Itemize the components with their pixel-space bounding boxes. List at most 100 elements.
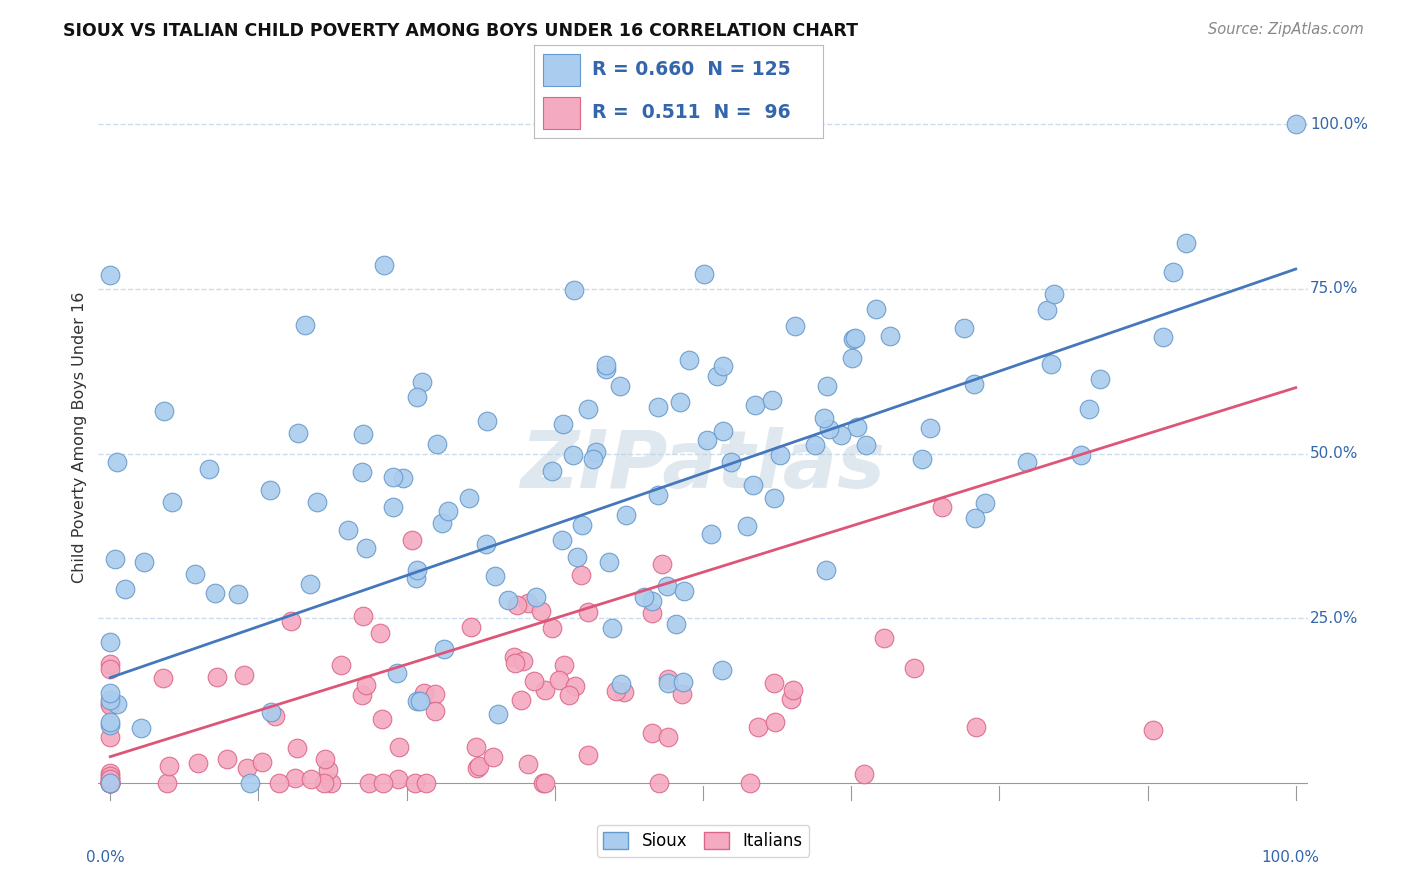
Point — [98, 730, 121, 744]
Point — [665, 616, 688, 631]
Bar — [543, 97, 581, 129]
Point — [98, 696, 121, 710]
Point — [204, 586, 226, 600]
Point — [457, 491, 479, 505]
Point — [804, 438, 827, 452]
Point — [387, 772, 409, 787]
Point — [426, 437, 449, 451]
Point — [741, 478, 763, 492]
Point — [350, 689, 373, 703]
Point — [780, 691, 803, 706]
Point — [613, 685, 636, 699]
Point — [1039, 357, 1062, 371]
Text: 25.0%: 25.0% — [1310, 611, 1358, 626]
Point — [368, 626, 391, 640]
Point — [413, 686, 436, 700]
Point — [541, 464, 564, 478]
Point — [841, 351, 863, 365]
Point — [228, 587, 250, 601]
Point — [567, 550, 589, 565]
Point — [818, 422, 841, 436]
Point — [671, 675, 693, 690]
Point — [523, 674, 546, 689]
Point — [285, 741, 308, 756]
Point — [616, 508, 638, 522]
Y-axis label: Child Poverty Among Boys Under 16: Child Poverty Among Boys Under 16 — [72, 292, 87, 582]
Text: SIOUX VS ITALIAN CHILD POVERTY AMONG BOYS UNDER 16 CORRELATION CHART: SIOUX VS ITALIAN CHILD POVERTY AMONG BOY… — [63, 22, 858, 40]
Point — [562, 284, 585, 298]
Point — [321, 776, 343, 790]
Text: ZIPatlas: ZIPatlas — [520, 427, 886, 506]
Point — [465, 761, 488, 775]
Point — [711, 424, 734, 438]
Point — [865, 302, 887, 317]
Point — [430, 516, 453, 530]
Text: 75.0%: 75.0% — [1310, 281, 1358, 296]
Point — [744, 398, 766, 412]
Point — [98, 772, 121, 786]
Point — [98, 776, 121, 790]
Point — [312, 776, 335, 790]
Point — [98, 776, 121, 790]
Point — [598, 555, 620, 569]
Point — [157, 759, 180, 773]
Point — [239, 776, 262, 790]
Point — [215, 752, 238, 766]
Legend: Sioux, Italians: Sioux, Italians — [596, 825, 810, 856]
Point — [602, 621, 624, 635]
Point — [953, 320, 976, 334]
Point — [314, 752, 336, 766]
Point — [107, 455, 129, 469]
Point — [576, 402, 599, 417]
Point — [232, 668, 254, 682]
Point — [98, 698, 121, 713]
Point — [782, 683, 804, 698]
Point — [973, 496, 995, 510]
Point — [595, 361, 617, 376]
Point — [605, 683, 627, 698]
Point — [105, 697, 128, 711]
Point — [153, 404, 176, 418]
Point — [735, 518, 758, 533]
Point — [553, 658, 575, 673]
Point — [385, 666, 408, 681]
Point — [382, 470, 405, 484]
Point — [696, 434, 718, 448]
Point — [371, 775, 394, 789]
Point — [1036, 303, 1059, 318]
Point — [783, 318, 806, 333]
Point — [98, 769, 121, 783]
Point — [672, 584, 695, 599]
Point — [700, 526, 723, 541]
Point — [356, 541, 378, 555]
Point — [269, 776, 291, 790]
Point — [657, 672, 679, 686]
Point — [98, 657, 121, 672]
Point — [352, 427, 374, 442]
Point — [415, 776, 437, 790]
Point — [336, 524, 359, 538]
Point — [263, 708, 285, 723]
Point — [98, 635, 121, 649]
Point — [706, 369, 728, 384]
Point — [207, 671, 229, 685]
Point — [1152, 330, 1174, 344]
Point — [853, 767, 876, 781]
Point — [482, 750, 505, 764]
Point — [651, 557, 673, 571]
Point — [250, 756, 273, 770]
Point — [678, 352, 700, 367]
Point — [1142, 723, 1164, 738]
Point — [516, 596, 538, 610]
Point — [814, 563, 837, 577]
Point — [517, 757, 540, 772]
Point — [879, 328, 901, 343]
Point — [357, 776, 380, 790]
Point — [512, 654, 534, 668]
Point — [585, 445, 607, 459]
Point — [548, 673, 571, 687]
Point — [668, 394, 690, 409]
Point — [98, 776, 121, 790]
Point — [352, 609, 374, 624]
Point — [1042, 287, 1064, 301]
